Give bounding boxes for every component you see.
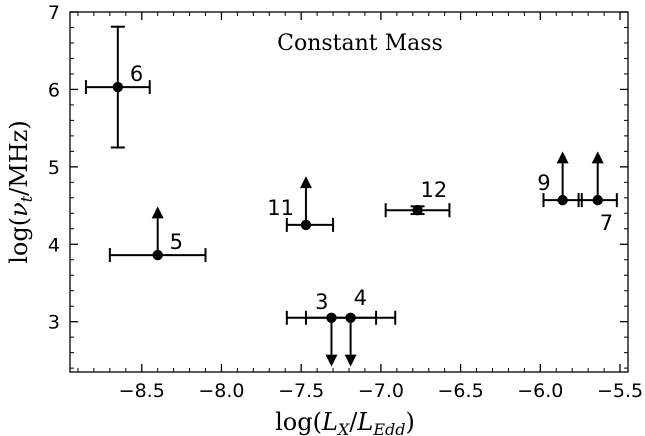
point-label: 7: [600, 211, 613, 235]
x-tick-label: −6.0: [517, 380, 563, 402]
x-tick-label: −7.0: [358, 380, 404, 402]
point-marker: [557, 194, 568, 206]
lower-limit-arrow-head: [151, 206, 164, 219]
point-marker: [112, 81, 124, 93]
x-tick-label: −8.5: [119, 380, 165, 402]
x-tick-label: −7.5: [278, 380, 324, 402]
data-point: 5: [108, 206, 207, 263]
y-axis-label: log(νt/MHz): [5, 120, 36, 264]
point-label: 9: [537, 171, 550, 195]
x-tick-label: −8.0: [198, 380, 244, 402]
y-tick-label: 4: [48, 234, 60, 256]
data-point: 4: [304, 286, 397, 367]
data-point: 6: [84, 25, 151, 149]
lower-limit-arrow-head: [556, 151, 569, 164]
lower-limit-arrow-head: [591, 151, 604, 164]
upper-limit-arrow-head: [344, 354, 357, 367]
point-label: 3: [315, 290, 328, 314]
y-tick-label: 7: [48, 2, 60, 24]
point-label: 6: [130, 62, 143, 86]
data-point: 9: [537, 151, 583, 208]
axis-ticks: −8.5 −8.0 −7.5 −7.0 −6.5 −6.0 −5.5 3 4 5 6 7: [48, 2, 643, 402]
x-axis-label: log(LX/LEdd): [275, 408, 415, 436]
upper-limit-arrow-head: [325, 354, 338, 367]
chart-annotation: Constant Mass: [277, 31, 443, 56]
point-label: 12: [421, 178, 448, 202]
y-tick-label: 3: [48, 312, 60, 334]
data-points: 6 5 11 12 3 4 9 7: [84, 25, 618, 367]
y-tick-label: 6: [48, 79, 60, 101]
point-label: 4: [354, 286, 367, 310]
point-marker: [300, 219, 312, 231]
point-label: 11: [267, 196, 294, 220]
point-marker: [345, 312, 356, 324]
data-point: 11: [267, 176, 335, 232]
x-tick-label: −5.5: [597, 380, 643, 402]
y-tick-label: 5: [48, 157, 60, 179]
point-marker: [152, 249, 163, 261]
point-marker: [412, 204, 423, 216]
data-point: 12: [384, 178, 451, 218]
data-point: 7: [577, 151, 618, 235]
x-tick-label: −6.5: [438, 380, 484, 402]
lower-limit-arrow-head: [299, 176, 312, 189]
point-marker: [592, 194, 603, 206]
point-label: 5: [170, 230, 183, 254]
